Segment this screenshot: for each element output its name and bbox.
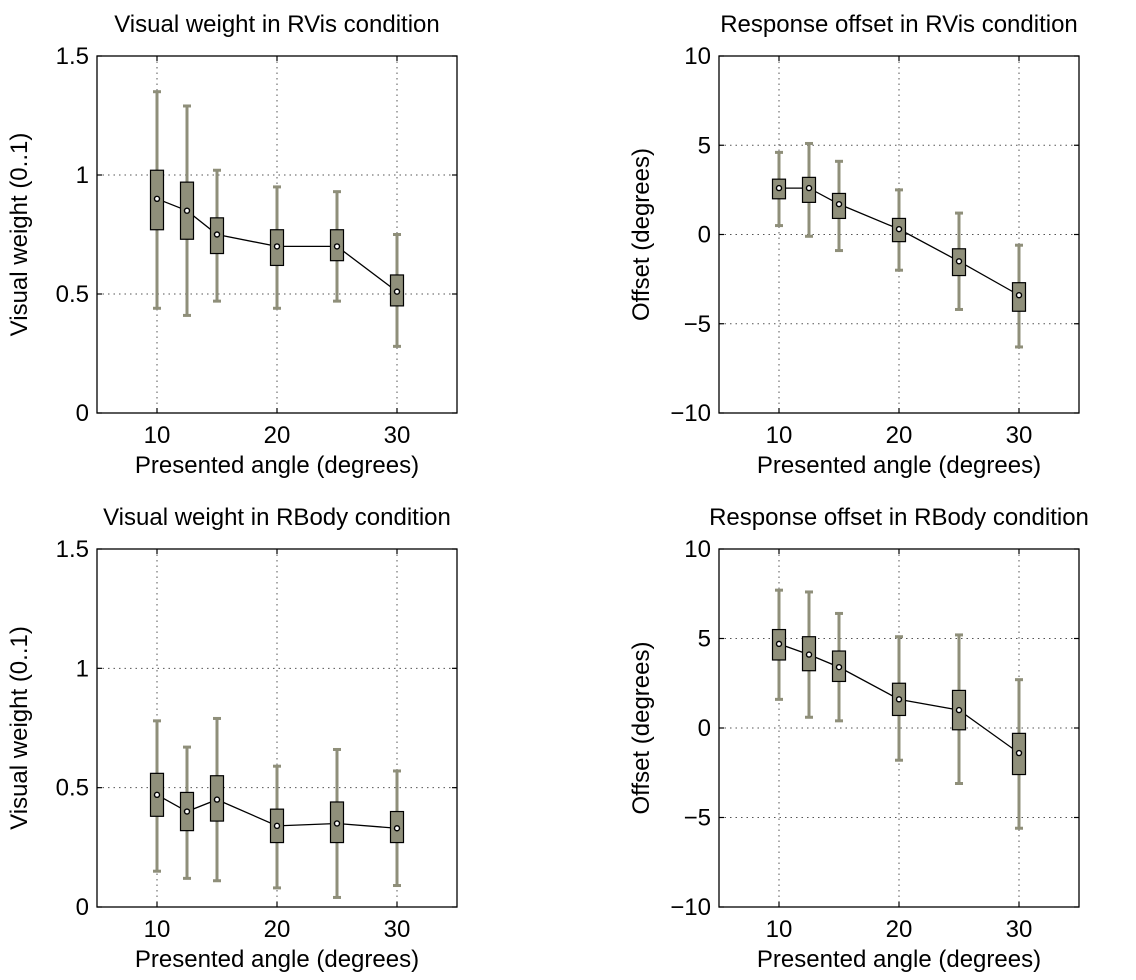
- box-10: [149, 719, 165, 873]
- y-tick-label: 0: [698, 222, 711, 249]
- y-tick-label: 5: [698, 626, 711, 653]
- median-marker: [807, 652, 811, 657]
- median-marker: [215, 232, 219, 237]
- median-marker: [777, 642, 781, 646]
- median-marker: [837, 202, 841, 206]
- y-tick-label: −5: [684, 311, 711, 338]
- median-marker: [275, 824, 279, 828]
- box-12.5: [179, 745, 195, 880]
- median-marker: [1017, 293, 1021, 297]
- x-axis-label: Presented angle (degrees): [135, 946, 419, 973]
- median-marker: [777, 186, 781, 190]
- y-axis-label: Offset (degrees): [628, 148, 655, 321]
- median-marker: [185, 809, 189, 814]
- box-25: [329, 747, 345, 899]
- box-15: [209, 716, 225, 883]
- chart-title: Visual weight in RBody condition: [103, 504, 451, 531]
- x-tick-label: 20: [886, 422, 913, 449]
- median-marker: [335, 821, 339, 826]
- x-tick-label: 20: [264, 916, 291, 943]
- box-30: [1011, 678, 1027, 830]
- y-axis-label: Offset (degrees): [628, 642, 655, 815]
- y-tick-label: 10: [684, 43, 711, 70]
- box-12.5: [801, 590, 817, 719]
- chart-title: Visual weight in RVis condition: [114, 11, 440, 38]
- x-tick-label: 30: [1006, 916, 1033, 943]
- median-marker: [807, 186, 811, 190]
- median-marker: [155, 197, 159, 201]
- box-30: [389, 233, 405, 348]
- y-tick-label: 1.5: [56, 43, 89, 70]
- panel-rvis-response-offset: 10 20 30 −10 −5 0 5 10 Response offset in RVis c…: [628, 11, 1080, 479]
- y-tick-label: 0: [698, 715, 711, 742]
- median-marker: [897, 227, 901, 231]
- median-marker: [897, 697, 901, 702]
- box-10: [771, 588, 787, 701]
- box-20: [269, 185, 285, 310]
- median-marker: [957, 259, 961, 264]
- chart-title: Response offset in RBody condition: [709, 504, 1089, 531]
- x-tick-label: 10: [144, 916, 171, 943]
- x-tick-label: 30: [384, 916, 411, 943]
- y-tick-label: 0.5: [56, 281, 89, 308]
- median-marker: [957, 708, 961, 712]
- y-tick-label: 1: [76, 162, 89, 189]
- box-25: [329, 190, 345, 303]
- x-tick-label: 20: [264, 422, 291, 449]
- median-marker: [185, 208, 189, 213]
- median-marker: [275, 244, 279, 249]
- x-tick-label: 10: [766, 422, 793, 449]
- box-10: [149, 90, 165, 310]
- panel-rvis-visual-weight: 10 20 30 0 0.5 1 1.5 Visual weight in RVis cond…: [6, 11, 458, 479]
- y-tick-label: 5: [698, 132, 711, 159]
- y-tick-label: −10: [670, 400, 711, 427]
- panel-rbody-response-offset: 10 20 30 −10 −5 0 5 10 Response offset in RBody …: [628, 504, 1089, 973]
- panel-rbody-visual-weight: 10 20 30 0 0.5 1 1.5 Visual weight in RBody con…: [6, 504, 458, 973]
- box-10: [771, 150, 787, 228]
- box-15: [831, 159, 847, 253]
- median-marker: [395, 289, 399, 294]
- median-marker: [1017, 751, 1021, 755]
- box-15: [209, 168, 225, 303]
- box-20: [269, 764, 285, 890]
- x-tick-label: 30: [384, 422, 411, 449]
- median-marker: [395, 826, 399, 831]
- median-marker: [837, 665, 841, 669]
- y-tick-label: 0.5: [56, 775, 89, 802]
- median-marker: [335, 244, 339, 249]
- y-tick-label: −5: [684, 805, 711, 832]
- y-tick-label: 10: [684, 536, 711, 563]
- box-20: [891, 635, 907, 762]
- median-marker: [155, 793, 159, 797]
- box-15: [831, 611, 847, 723]
- x-tick-label: 10: [144, 422, 171, 449]
- box-25: [951, 633, 967, 785]
- median-marker: [215, 797, 219, 802]
- box-12.5: [801, 141, 817, 238]
- box-20: [891, 188, 907, 272]
- chart-title: Response offset in RVis condition: [720, 11, 1078, 38]
- x-axis-label: Presented angle (degrees): [757, 452, 1041, 479]
- y-tick-label: 1: [76, 655, 89, 682]
- y-axis-label: Visual weight (0..1): [6, 626, 33, 830]
- x-tick-label: 30: [1006, 422, 1033, 449]
- y-tick-label: −10: [670, 894, 711, 921]
- y-axis-label: Visual weight (0..1): [6, 133, 33, 337]
- x-axis-label: Presented angle (degrees): [135, 452, 419, 479]
- box-30: [1011, 243, 1027, 349]
- x-axis-label: Presented angle (degrees): [757, 946, 1041, 973]
- box-25: [951, 211, 967, 311]
- y-tick-label: 0: [76, 400, 89, 427]
- box-12.5: [179, 104, 195, 317]
- y-tick-label: 0: [76, 894, 89, 921]
- x-tick-label: 10: [766, 916, 793, 943]
- box-30: [389, 769, 405, 888]
- x-tick-label: 20: [886, 916, 913, 943]
- y-tick-label: 1.5: [56, 536, 89, 563]
